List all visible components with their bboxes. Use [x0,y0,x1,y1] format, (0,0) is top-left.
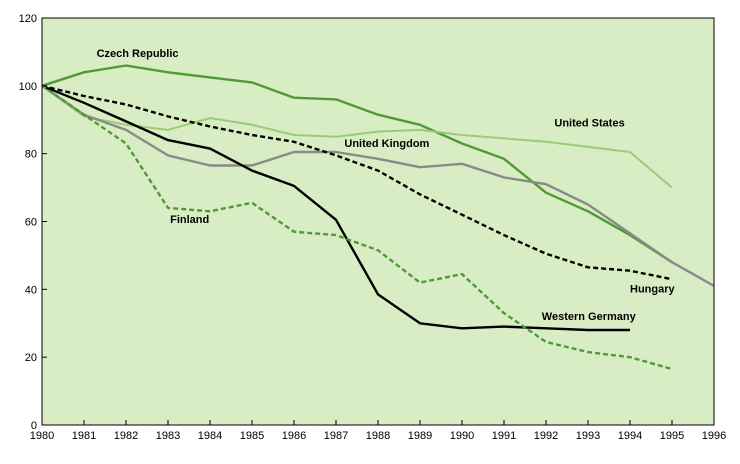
x-tick-label: 1992 [534,430,558,442]
series-label-united-states: United States [554,118,624,130]
y-tick-label: 0 [31,420,37,432]
series-line-united-kingdom [41,84,715,287]
x-tick-label: 1985 [240,430,264,442]
series-label-finland: Finland [170,214,209,226]
x-tick-label: 1980 [30,430,54,442]
x-tick-label: 1982 [114,430,138,442]
series-line-hungary [41,84,673,281]
y-axis-ticks: 0 20 40 60 80 100 120 [19,13,47,432]
series-label-united-kingdom: United Kingdom [344,138,429,150]
y-tick-label: 80 [25,149,37,161]
x-tick-label: 1986 [282,430,306,442]
series-line-finland [41,84,673,371]
x-tick-label: 1981 [72,430,96,442]
plot-background [42,18,714,425]
x-axis-ticks: 1980 1981 1982 1983 1984 1985 1986 1987 1988 1989… [30,420,726,442]
x-tick-label: 1987 [324,430,348,442]
series-line-western-germany [41,84,630,332]
series-label-czech-republic: Czech Republic [97,48,179,60]
x-tick-label: 1988 [366,430,390,442]
x-tick-label: 1996 [702,430,726,442]
x-tick-label: 1995 [660,430,684,442]
x-tick-label: 1993 [576,430,600,442]
series-layer [41,64,715,371]
x-tick-label: 1990 [450,430,474,442]
y-tick-label: 120 [19,13,37,25]
x-tick-label: 1994 [618,430,642,442]
x-tick-label: 1989 [408,430,432,442]
y-tick-label: 40 [25,284,37,296]
series-line-united-states [41,84,673,189]
series-label-western-germany: Western Germany [542,311,637,323]
x-tick-label: 1983 [156,430,180,442]
x-tick-label: 1984 [198,430,222,442]
y-tick-label: 20 [25,352,37,364]
series-labels: Czech Republic United States United Kingdo… [97,48,676,323]
x-tick-label: 1991 [492,430,516,442]
y-tick-label: 60 [25,217,37,229]
y-tick-label: 100 [19,81,37,93]
series-line-czech-republic [41,64,673,264]
series-label-hungary: Hungary [630,284,676,296]
